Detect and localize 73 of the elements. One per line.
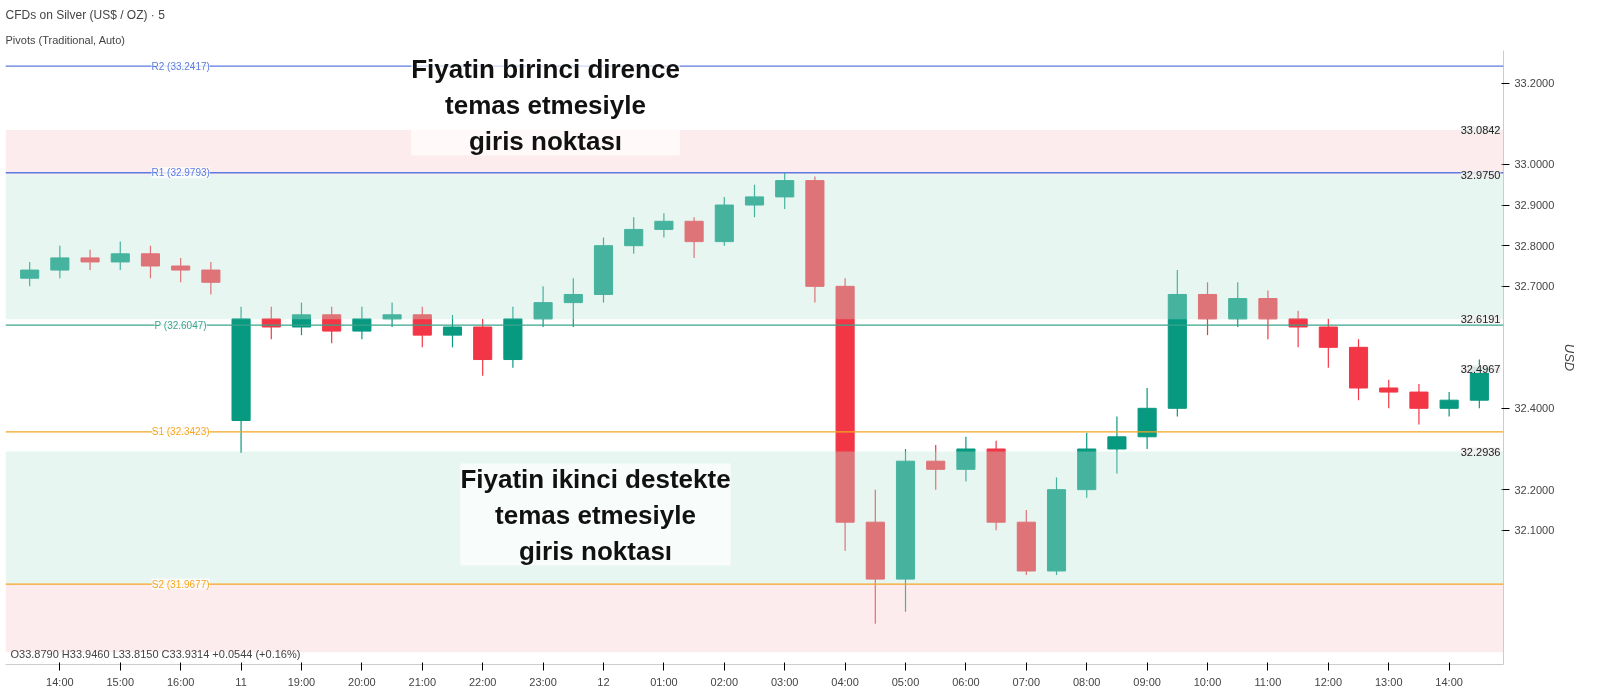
x-tick-label: 06:00: [952, 675, 980, 688]
candlestick: [956, 436, 976, 483]
y-tick-label: 32.8000: [1514, 239, 1555, 252]
ref-line-label: P (32.6047): [154, 319, 207, 331]
candlestick: [1318, 318, 1338, 369]
x-tick-label: 16:00: [166, 675, 195, 688]
candlestick: [442, 314, 463, 348]
candlestick: [533, 285, 553, 328]
x-tick-label: 05:00: [891, 675, 920, 688]
ref-line-label: S2 (31.9677): [151, 578, 210, 590]
x-tick-label: 12: [597, 675, 610, 688]
candlestick: [926, 444, 946, 491]
candlestick: [1228, 281, 1248, 328]
x-tick-label: 15:00: [106, 675, 135, 688]
candlestick: [1439, 391, 1459, 418]
x-tick-label: 07:00: [1012, 675, 1041, 688]
y-tick-label: 32.7000: [1514, 280, 1555, 293]
y-tick-label: 32.2000: [1514, 483, 1555, 496]
x-tick-label: 11:00: [1254, 675, 1282, 688]
candlestick: [110, 241, 130, 271]
x-tick-label: 02:00: [710, 675, 739, 688]
candlestick: [684, 216, 704, 259]
ref-line-label: R1 (32.9793): [151, 167, 210, 179]
x-tick-label: 21:00: [408, 675, 437, 688]
y-tick-label: 32.9000: [1514, 199, 1555, 212]
annotation: O33.8790 H33.9460 L33.8150 C33.9314 +0.0544 (+0.16%): [10, 647, 301, 660]
x-tick-label: 10:00: [1193, 675, 1222, 688]
y-tick-label: 32.4000: [1514, 402, 1555, 415]
ref-line-label: R2 (33.2417): [151, 60, 210, 72]
candlestick: [382, 302, 402, 328]
candlestick: [563, 277, 583, 328]
annotation: Fiyatin birinci dirence temas etmesiyle giris noktası: [411, 53, 680, 156]
x-tick-label: 13:00: [1374, 675, 1403, 688]
annotation: 33.0842: [1460, 124, 1501, 137]
y-tick-label: 33.2000: [1514, 77, 1555, 90]
candlestick: [50, 245, 70, 279]
candlestick: [201, 261, 221, 296]
candlestick: [20, 261, 40, 287]
candlestick: [1409, 383, 1429, 426]
annotation: 32.4967: [1460, 363, 1501, 376]
y-axis-title: USD: [1562, 343, 1578, 372]
chart-title: CFDs on Silver (US$ / OZ) · 5: [5, 7, 166, 22]
chart-subtitle: Pivots (Traditional, Auto): [5, 33, 125, 46]
annotation: 32.9750: [1460, 168, 1501, 181]
x-tick-label: 08:00: [1072, 675, 1101, 688]
x-tick-label: 14:00: [46, 675, 74, 688]
x-tick-label: 03:00: [770, 675, 799, 688]
candlestick: [140, 245, 161, 279]
y-tick-label: 33.0000: [1514, 158, 1555, 171]
candlestick: [1379, 379, 1399, 409]
ref-line-label: S1 (32.3423): [151, 426, 210, 438]
candlestick: [1258, 289, 1278, 340]
x-tick-label: 23:00: [529, 675, 557, 688]
x-tick-label: 01:00: [650, 675, 678, 688]
candlestick: [775, 171, 795, 210]
x-tick-label: 09:00: [1133, 675, 1161, 688]
y-tick-label: 32.1000: [1514, 524, 1555, 537]
x-tick-label: 12:00: [1314, 675, 1343, 688]
annotation: 32.2936: [1460, 445, 1501, 458]
annotation: 32.6191: [1460, 313, 1501, 326]
x-tick-label: 14:00: [1435, 675, 1463, 688]
candlestick: [654, 212, 674, 239]
candlestick: [1107, 415, 1127, 474]
x-tick-label: 22:00: [468, 675, 497, 688]
candlestick: [744, 184, 765, 218]
candlestick: [624, 216, 644, 255]
x-tick-label: 04:00: [831, 675, 859, 688]
x-tick-label: 11: [235, 675, 247, 688]
x-tick-label: 20:00: [348, 675, 376, 688]
candlestick: [171, 257, 191, 283]
annotation: Fiyatin ikinci destekte temas etmesiyle giris noktası: [460, 463, 731, 566]
candlestick: [80, 249, 100, 271]
x-tick-label: 19:00: [287, 675, 316, 688]
